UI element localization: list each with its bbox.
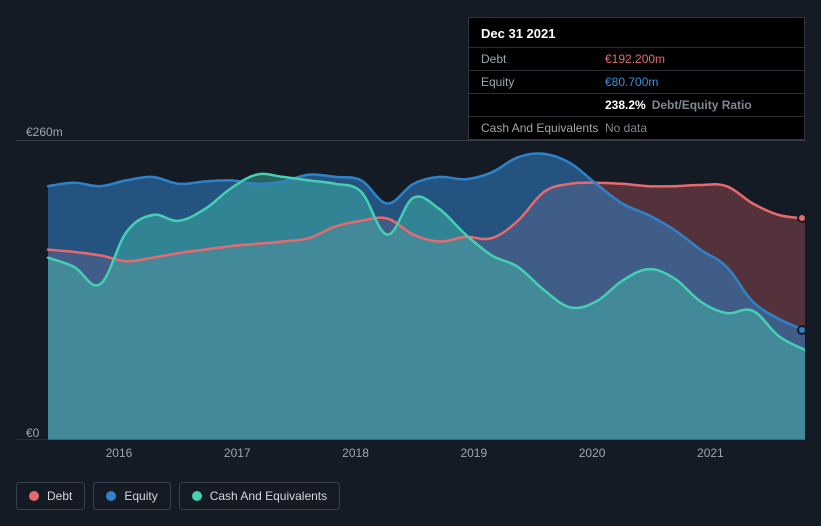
legend-swatch [29,491,39,501]
legend-swatch [106,491,116,501]
tooltip-row-value: €80.700m [605,75,792,89]
tooltip-row-value: 238.2%Debt/Equity Ratio [605,98,792,112]
y-axis-max-label: €260m [26,125,63,139]
tooltip-row: Equity€80.700m [469,70,804,93]
end-marker-debt [797,213,807,223]
area-chart [16,140,805,440]
legend-label: Debt [47,489,72,503]
chart-container: { "tooltip": { "date": "Dec 31 2021", "r… [0,0,821,526]
legend: Debt Equity Cash And Equivalents [16,482,340,510]
x-tick-label: 2018 [342,446,369,460]
tooltip-row: Debt€192.200m [469,47,804,70]
x-tick-label: 2016 [106,446,133,460]
tooltip-row-label: Equity [481,75,605,89]
legend-label: Cash And Equivalents [210,489,327,503]
tooltip-row-label: Debt [481,52,605,66]
end-marker-equity [797,325,807,335]
x-tick-label: 2021 [697,446,724,460]
legend-label: Equity [124,489,157,503]
tooltip-date: Dec 31 2021 [469,18,804,47]
legend-item-debt[interactable]: Debt [16,482,85,510]
tooltip-panel: Dec 31 2021 Debt€192.200mEquity€80.700m2… [468,17,805,140]
tooltip-row-label: Cash And Equivalents [481,121,605,135]
legend-item-equity[interactable]: Equity [93,482,170,510]
tooltip-row-value: €192.200m [605,52,792,66]
x-tick-label: 2020 [579,446,606,460]
x-tick-label: 2019 [460,446,487,460]
x-axis: 2016 2017 2018 2019 2020 2021 [16,446,805,466]
tooltip-row-label [481,98,605,112]
tooltip-row-value: No data [605,121,792,135]
x-tick-label: 2017 [224,446,251,460]
tooltip-row: Cash And EquivalentsNo data [469,116,804,139]
legend-swatch [192,491,202,501]
legend-item-cash-and-equivalents[interactable]: Cash And Equivalents [179,482,340,510]
tooltip-row: 238.2%Debt/Equity Ratio [469,93,804,116]
